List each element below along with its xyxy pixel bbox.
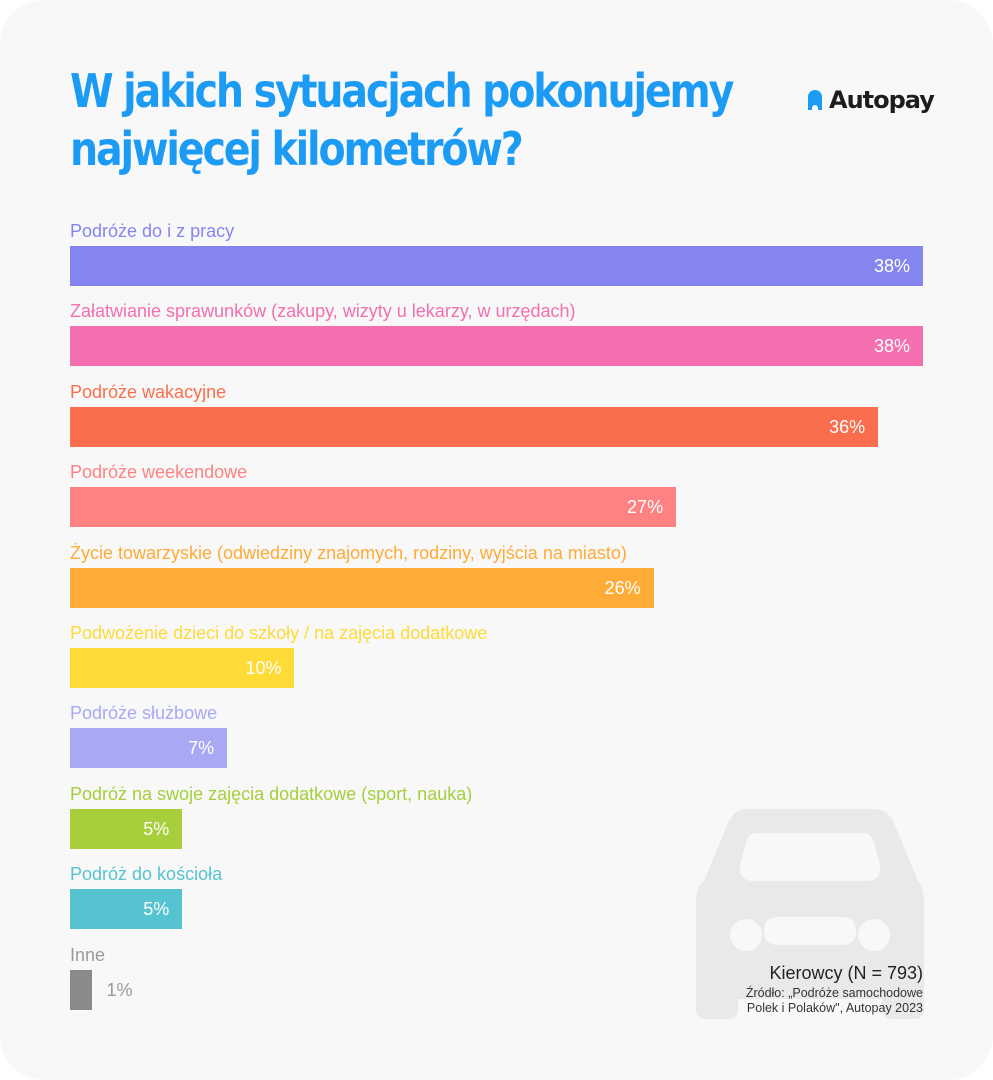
bar	[70, 326, 923, 367]
value-label: 27%	[627, 497, 664, 518]
value-label: 38%	[873, 256, 910, 276]
bar	[70, 648, 295, 688]
category-label: Życie towarzyskie (odwiedziny znajomych,…	[70, 542, 627, 563]
category-label: Podróż na swoje zajęcia dodatkowe (sport…	[70, 783, 473, 804]
value-label: 5%	[143, 818, 170, 839]
value-label: 5%	[143, 899, 170, 920]
category-label: Podróże weekendowe	[70, 462, 248, 483]
category-label: Inne	[70, 944, 106, 965]
car-icon	[696, 809, 924, 1019]
value-label: 36%	[829, 416, 866, 437]
category-label: Podróż do kościoła	[70, 864, 223, 885]
value-label: 38%	[873, 336, 910, 357]
value-label: 1%	[106, 979, 133, 1000]
value-label: 26%	[604, 577, 641, 598]
value-label: 10%	[245, 658, 282, 678]
chart-title: W jakich sytuacjach pokonujemy najwięcej…	[70, 64, 734, 176]
category-label: Załatwianie sprawunków (zakupy, wizyty u…	[70, 301, 576, 322]
bar	[70, 487, 677, 528]
bar	[70, 889, 183, 930]
autopay-logo: Autopay	[808, 86, 935, 114]
category-label: Podróże służbowe	[70, 703, 218, 724]
bar	[70, 406, 879, 447]
source-note: Źródło: „Podróże samochodowe Polek i Pol…	[746, 986, 923, 1016]
bar	[70, 969, 93, 1010]
category-label: Podróże wakacyjne	[70, 381, 227, 402]
autopay-logo-icon	[808, 90, 822, 110]
bar	[70, 246, 923, 286]
source-line-1: Źródło: „Podróże samochodowe	[745, 986, 923, 1000]
category-label: Podróże do i z pracy	[70, 221, 235, 241]
value-label: 7%	[188, 738, 215, 759]
bar	[70, 728, 228, 769]
category-label: Podwożenie dzieci do szkoły / na zajęcia…	[70, 623, 488, 643]
bar	[70, 567, 654, 608]
sample-size: Kierowcy (N = 793)	[769, 963, 923, 983]
source-line-2: Polek i Polaków", Autopay 2023	[746, 1001, 923, 1015]
bar	[70, 808, 183, 849]
logo-text: Autopay	[829, 86, 935, 114]
